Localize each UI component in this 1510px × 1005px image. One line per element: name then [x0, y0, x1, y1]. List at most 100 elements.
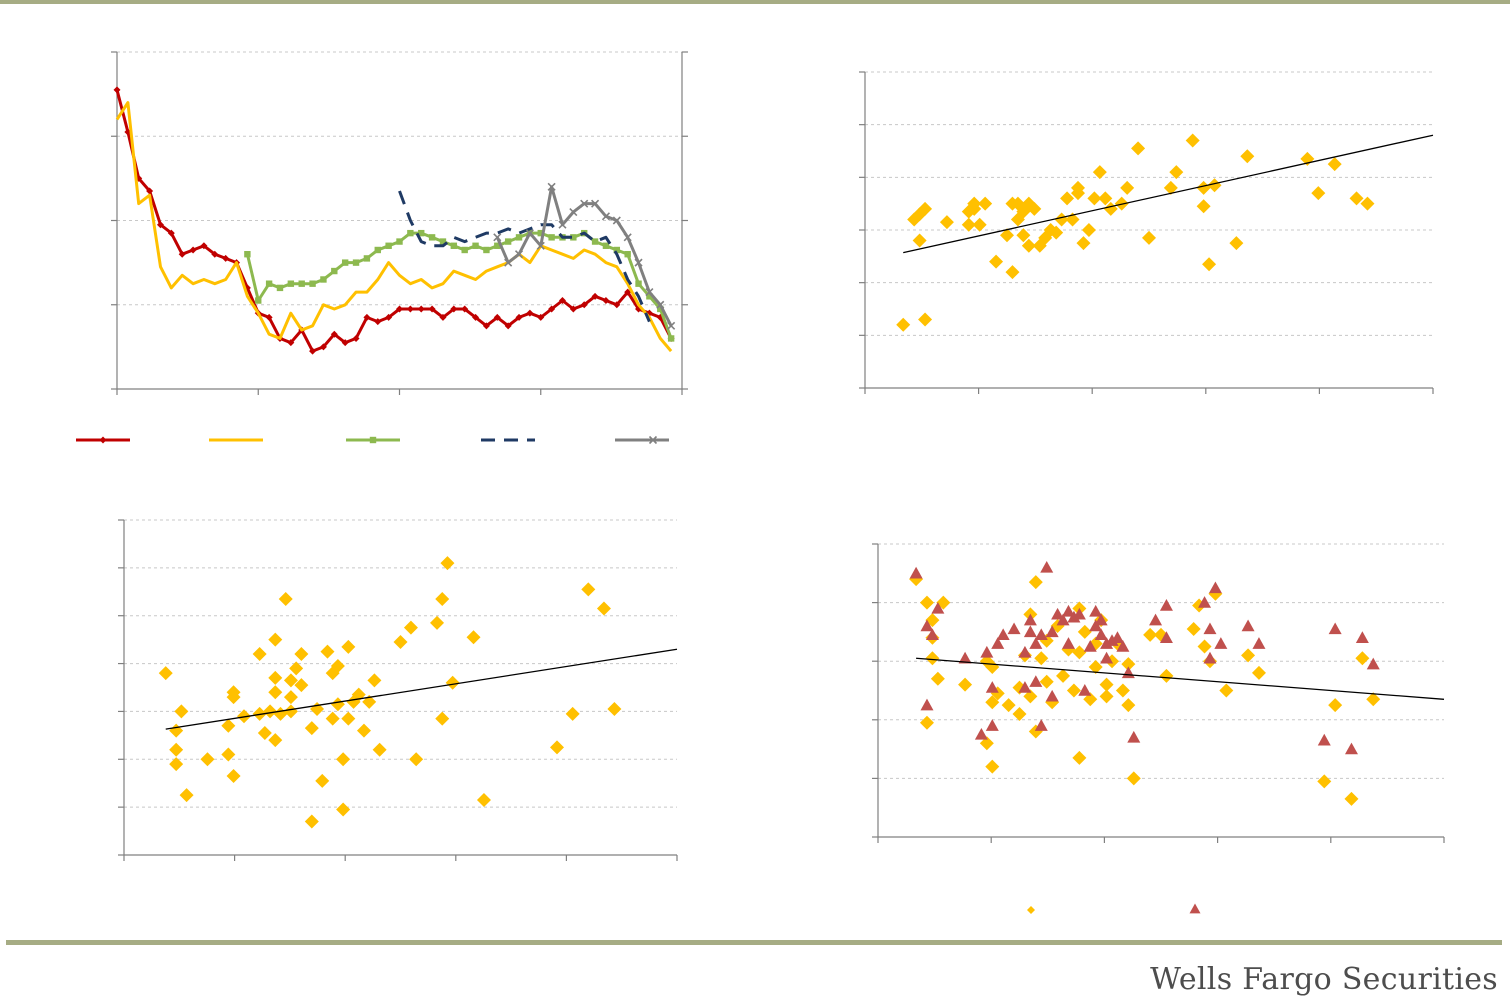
data-point: [558, 297, 566, 305]
data-point-diamond: [978, 196, 993, 211]
data-point-diamond: [430, 615, 445, 630]
data-point-diamond: [1016, 228, 1031, 243]
data-point-diamond: [336, 752, 351, 767]
data-point-diamond: [283, 690, 298, 705]
data-point-triangle: [1105, 634, 1119, 646]
data-point-diamond: [435, 711, 450, 726]
data-point-diamond: [1311, 186, 1326, 201]
data-point-triangle: [1072, 607, 1086, 620]
data-point-diamond: [409, 752, 424, 767]
data-point-diamond: [236, 709, 251, 724]
data-point: [461, 246, 468, 254]
data-point-diamond: [985, 695, 1000, 710]
data-point-diamond: [341, 639, 356, 654]
data-point-diamond: [1344, 791, 1359, 806]
data-point: [363, 313, 371, 321]
data-point: [418, 229, 425, 237]
top-rule: [0, 0, 1510, 4]
data-point-diamond: [268, 685, 283, 700]
data-point-diamond: [476, 792, 491, 807]
data-point: [156, 221, 164, 229]
data-point-diamond: [1023, 689, 1038, 704]
data-point-diamond: [1056, 668, 1071, 683]
data-point: [450, 305, 458, 313]
data-point: [504, 258, 513, 267]
data-point-triangle: [920, 619, 934, 632]
data-point-diamond: [1001, 698, 1016, 713]
data-point-diamond: [174, 704, 189, 719]
data-point: [667, 321, 676, 330]
data-point: [547, 182, 556, 191]
line-chart: [76, 51, 688, 445]
data-point: [634, 258, 643, 267]
data-point: [472, 313, 480, 321]
data-point-triangle: [931, 601, 945, 614]
data-point: [244, 251, 251, 258]
data-point: [591, 238, 599, 245]
data-point-diamond: [1186, 621, 1201, 636]
data-point-diamond: [200, 752, 215, 767]
data-point: [580, 199, 589, 208]
data-point: [374, 246, 381, 254]
data-point: [222, 254, 230, 262]
data-point-triangle: [1094, 628, 1108, 641]
data-point: [287, 280, 295, 287]
data-point-diamond: [289, 661, 304, 676]
data-point-diamond: [925, 651, 940, 666]
data-point-diamond: [1088, 660, 1103, 675]
data-point-diamond: [1083, 692, 1098, 707]
data-point-triangle: [958, 651, 972, 664]
data-point-diamond: [221, 718, 236, 733]
data-point: [493, 313, 501, 321]
data-point-triangle: [974, 727, 988, 740]
data-point-diamond: [1349, 191, 1364, 206]
legend-marker: [369, 436, 377, 444]
data-point: [645, 288, 654, 297]
data-point: [341, 339, 349, 347]
data-point-diamond: [304, 814, 319, 829]
data-point-diamond: [315, 773, 330, 788]
data-point-triangle: [1203, 622, 1217, 635]
data-point-triangle: [1051, 607, 1065, 620]
data-point-diamond: [1317, 774, 1332, 789]
data-point: [287, 339, 295, 347]
data-point-triangle: [1355, 631, 1369, 643]
data-point-diamond: [263, 704, 278, 719]
data-point: [613, 301, 621, 309]
data-point: [363, 255, 371, 262]
data-point-diamond: [440, 556, 455, 571]
data-point-diamond: [1229, 236, 1244, 251]
data-point-diamond: [356, 723, 371, 738]
data-point-diamond: [268, 733, 283, 748]
data-point: [536, 241, 545, 250]
data-point-diamond: [912, 207, 927, 222]
data-point: [591, 292, 599, 300]
data-point-diamond: [268, 670, 283, 685]
data-point-triangle: [1203, 651, 1217, 664]
data-point-diamond: [179, 788, 194, 803]
data-point-diamond: [565, 706, 580, 721]
data-point: [504, 322, 512, 330]
data-point-diamond: [221, 747, 236, 762]
data-point: [352, 334, 360, 342]
data-point-diamond: [1328, 698, 1343, 713]
data-point-triangle: [980, 645, 994, 658]
data-point: [439, 238, 447, 245]
data-point-diamond: [466, 630, 481, 645]
data-point: [276, 284, 284, 292]
data-point-diamond: [1142, 230, 1156, 245]
data-point-diamond: [1366, 692, 1381, 707]
data-point-diamond: [1072, 645, 1087, 660]
data-point-diamond: [939, 215, 954, 230]
data-point: [265, 313, 273, 321]
data-point-diamond: [979, 736, 994, 751]
data-point: [352, 259, 360, 266]
data-point-diamond: [607, 702, 622, 717]
data-point: [504, 238, 512, 245]
data-point: [374, 318, 382, 326]
data-point-triangle: [1023, 625, 1037, 638]
data-point-triangle: [1007, 622, 1021, 635]
data-point-triangle: [991, 637, 1005, 649]
data-point-diamond: [1126, 771, 1141, 786]
data-point-diamond: [1000, 228, 1014, 243]
